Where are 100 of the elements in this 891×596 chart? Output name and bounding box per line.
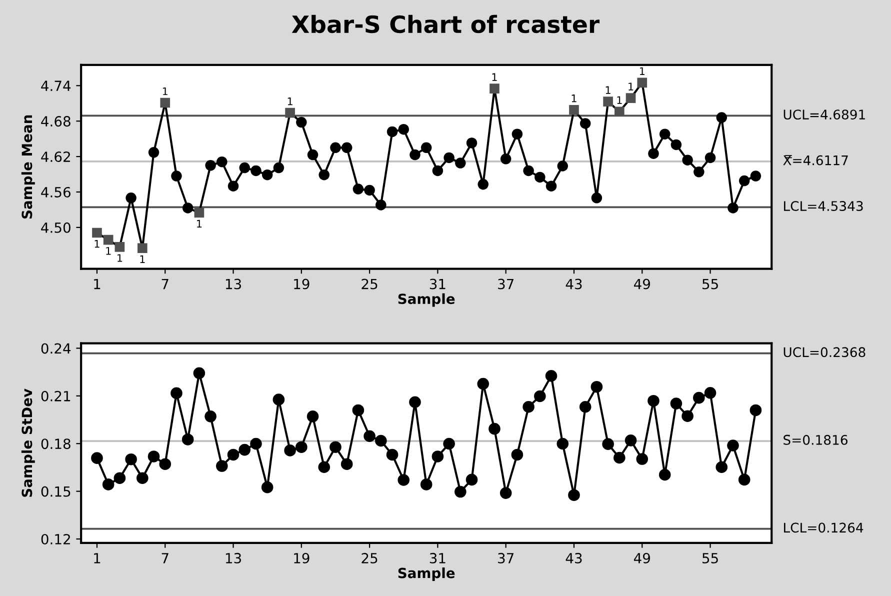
point	[386, 126, 398, 138]
x-tick-label: 31	[430, 552, 446, 564]
ref-line-label: UCL=4.6891	[784, 110, 865, 120]
point	[420, 142, 432, 154]
annotation: 1	[617, 96, 622, 104]
y-tick-label: 4.68	[41, 116, 70, 127]
point	[443, 438, 455, 450]
y-tick-label: 0.24	[41, 343, 71, 354]
x-axis-title: Sample	[398, 293, 455, 307]
point	[500, 487, 512, 499]
point	[454, 486, 466, 498]
point	[590, 380, 603, 393]
x-axis-title: Sample	[398, 568, 455, 581]
point	[307, 149, 318, 160]
point	[216, 156, 228, 168]
point	[341, 142, 352, 154]
point	[523, 165, 534, 176]
point	[375, 434, 387, 447]
point	[488, 422, 500, 435]
point	[194, 208, 204, 218]
point	[557, 160, 568, 172]
point	[534, 390, 546, 402]
y-tick-label: 0.18	[41, 438, 70, 450]
x-tick-label: 49	[634, 552, 650, 564]
x-tick-label: 37	[498, 552, 514, 564]
point	[670, 139, 682, 150]
point	[262, 169, 273, 180]
x-tick-label: 1	[94, 553, 100, 564]
point	[204, 410, 216, 422]
point	[637, 78, 648, 88]
annotation: 1	[106, 247, 111, 255]
point	[148, 147, 160, 158]
annotation: 1	[640, 67, 644, 75]
point	[228, 180, 239, 192]
point	[716, 112, 728, 123]
point	[398, 474, 410, 486]
point	[682, 410, 694, 422]
point	[432, 165, 444, 176]
ref-line-label: S̄=0.1816	[784, 434, 848, 445]
point	[409, 396, 421, 408]
point	[670, 398, 682, 410]
point	[658, 468, 671, 481]
point	[580, 118, 591, 129]
x-tick-label: 13	[226, 552, 241, 564]
x-tick-label: 25	[362, 278, 378, 290]
ref-line-label: UCL=0.2368	[784, 347, 866, 358]
point	[614, 452, 626, 464]
point	[716, 461, 728, 474]
point	[500, 154, 512, 164]
point	[159, 458, 172, 470]
point	[420, 478, 432, 490]
point	[636, 453, 648, 465]
point	[659, 128, 670, 140]
point	[569, 104, 579, 115]
point	[738, 474, 750, 486]
point	[624, 434, 637, 446]
annotation: 1	[572, 94, 576, 102]
point	[568, 489, 580, 502]
point	[114, 242, 125, 252]
y-tick-label: 4.74	[41, 80, 71, 91]
point	[750, 170, 762, 182]
x-tick-label: 31	[430, 278, 446, 290]
ref-line-label: LCL=4.5343	[784, 201, 863, 211]
point	[352, 404, 364, 416]
point	[432, 450, 444, 462]
point	[340, 458, 353, 470]
point	[728, 202, 738, 214]
point	[738, 175, 750, 186]
y-tick-label: 0.21	[41, 390, 70, 402]
point	[273, 162, 284, 174]
x-tick-label: 49	[634, 278, 650, 290]
point	[227, 448, 240, 461]
point	[648, 394, 660, 407]
point	[444, 152, 454, 164]
point	[694, 166, 704, 178]
point	[318, 461, 330, 474]
point	[138, 243, 148, 254]
point	[455, 158, 466, 168]
ref-line-label: X̿=4.6117	[783, 155, 848, 166]
point	[238, 444, 251, 456]
point	[490, 84, 500, 94]
point	[272, 394, 285, 406]
x-tick-label: 7	[162, 278, 168, 290]
annotation: 1	[162, 87, 168, 96]
point	[603, 96, 613, 107]
point	[579, 400, 592, 413]
point	[545, 370, 558, 382]
y-axis-title: Sample StDev	[21, 388, 35, 497]
x-tick-label: 19	[294, 552, 310, 564]
y-axis-title: Sample Mean	[21, 115, 35, 219]
point	[398, 124, 410, 135]
point	[92, 228, 102, 238]
chart-title: Xbar-S Chart of rcaster	[292, 14, 600, 34]
annotation: 1	[140, 255, 145, 263]
point	[410, 149, 420, 160]
point	[352, 184, 364, 194]
point	[556, 438, 569, 450]
point	[284, 444, 296, 456]
point	[296, 116, 307, 128]
point	[160, 98, 170, 108]
